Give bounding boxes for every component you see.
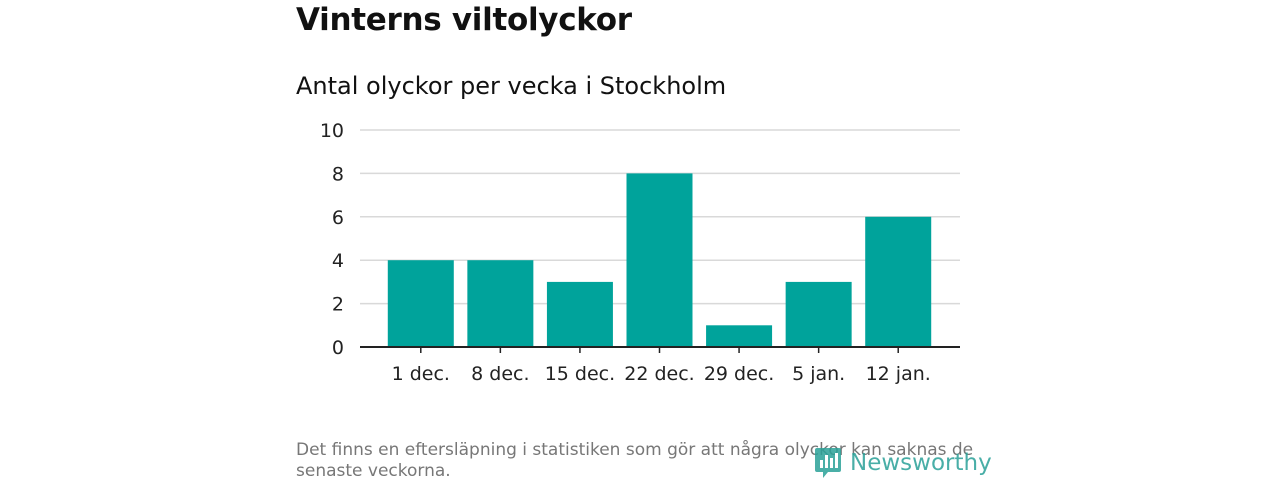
x-tick-label: 5 jan. <box>792 363 845 385</box>
x-tick-label: 22 dec. <box>624 363 694 385</box>
newsworthy-logo-icon <box>815 448 841 478</box>
bars <box>387 173 932 347</box>
x-tick-label: 12 jan. <box>866 363 931 385</box>
bar <box>467 260 534 347</box>
brand-logo: Newsworthy <box>814 446 992 480</box>
bar <box>785 281 852 347</box>
x-tick-label: 8 dec. <box>471 363 529 385</box>
x-tick-label: 29 dec. <box>704 363 774 385</box>
y-tick-label: 8 <box>332 163 344 185</box>
chart-subtitle: Antal olyckor per vecka i Stockholm <box>296 72 727 100</box>
footnote: Det finns en eftersläpning i statistiken… <box>296 440 974 481</box>
bar <box>706 325 773 347</box>
bar <box>865 216 932 347</box>
y-axis-ticks: 0 2 4 6 8 10 <box>320 120 344 359</box>
bar <box>546 281 613 347</box>
x-axis-ticks: 1 dec. 8 dec. 15 dec. 22 dec. 29 dec. 5 jan. 1… <box>392 347 931 385</box>
bar <box>387 260 454 347</box>
y-tick-label: 0 <box>332 337 344 359</box>
chart-title: Vinterns viltolyckor <box>296 2 632 38</box>
bar <box>626 173 693 347</box>
x-tick-label: 15 dec. <box>545 363 615 385</box>
y-tick-label: 2 <box>332 294 344 316</box>
brand-name: Newsworthy <box>850 450 992 476</box>
y-tick-label: 10 <box>320 120 344 142</box>
x-tick-label: 1 dec. <box>392 363 450 385</box>
y-tick-label: 4 <box>332 250 344 272</box>
y-tick-label: 6 <box>332 207 344 229</box>
